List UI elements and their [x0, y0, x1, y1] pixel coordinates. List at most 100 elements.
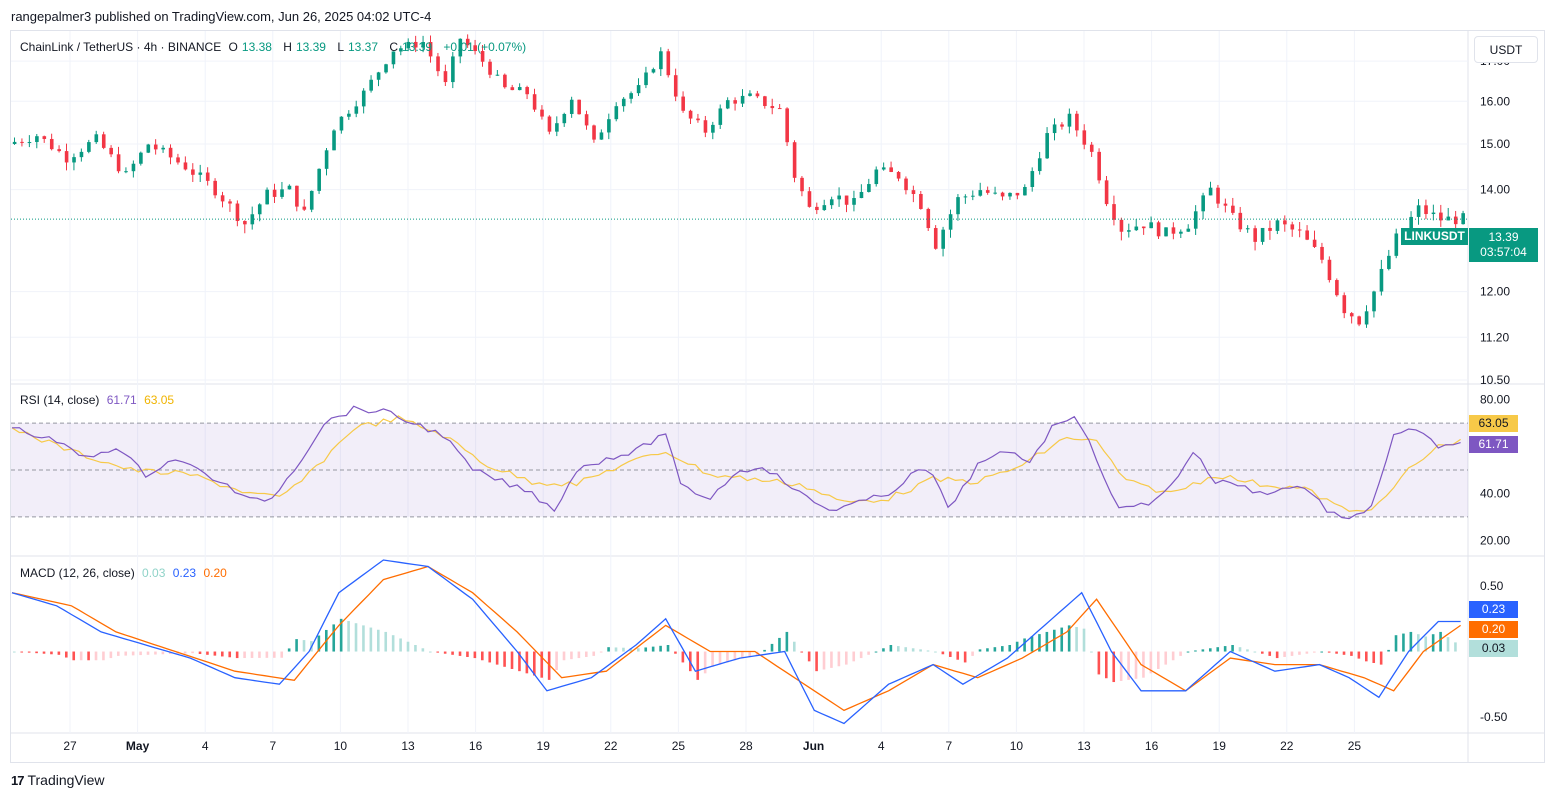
- macd-histogram-bar: [1350, 651, 1353, 656]
- candle-up: [555, 123, 559, 132]
- macd-histogram-bar: [659, 645, 662, 652]
- candle-up: [599, 132, 604, 140]
- price-tick-label: 10.50: [1480, 373, 1510, 387]
- macd-histogram-bar: [577, 651, 581, 659]
- macd-histogram-bar: [993, 647, 997, 652]
- rsi-label[interactable]: RSI (14, close): [20, 393, 100, 407]
- rsi-ma-tag: 63.05: [1469, 415, 1518, 432]
- candle-down: [681, 96, 685, 111]
- macd-histogram-bar: [258, 651, 261, 658]
- chart-frame[interactable]: [10, 30, 1545, 763]
- macd-histogram-bar: [1454, 642, 1457, 652]
- candle-up: [1409, 216, 1413, 229]
- rsi-legend[interactable]: RSI (14, close) 61.71 63.05: [20, 393, 178, 407]
- symbol-name[interactable]: ChainLink / TetherUS · 4h · BINANCE: [20, 40, 222, 54]
- macd-histogram-bar: [1038, 634, 1041, 652]
- candle-down: [770, 106, 775, 109]
- candle-down: [525, 87, 529, 95]
- candle-up: [317, 168, 321, 191]
- macd-histogram-bar: [897, 646, 900, 652]
- time-tick-label: 4: [878, 739, 885, 753]
- price-tick-label: 11.20: [1480, 330, 1509, 344]
- macd-histogram-bar: [533, 651, 536, 676]
- macd-histogram-bar: [859, 651, 863, 659]
- macd-histogram-bar: [949, 651, 952, 657]
- macd-histogram-bar: [481, 651, 484, 661]
- candle-up: [309, 190, 314, 210]
- candle-up: [376, 72, 381, 80]
- candle-up: [94, 134, 99, 143]
- macd-histogram-bar: [273, 651, 276, 658]
- candle-up: [250, 214, 255, 225]
- macd-label[interactable]: MACD (12, 26, close): [20, 566, 135, 580]
- macd-histogram-bar: [793, 641, 796, 652]
- candle-up: [87, 142, 91, 152]
- candle-up: [1379, 268, 1384, 292]
- macd-histogram-bar: [800, 651, 804, 653]
- rsi-ma-value: 63.05: [144, 393, 175, 407]
- candle-down: [20, 141, 24, 143]
- candle-down: [1290, 224, 1295, 230]
- time-tick-label: 28: [739, 739, 753, 753]
- symbol-legend[interactable]: ChainLink / TetherUS · 4h · BINANCE O 13.…: [20, 40, 530, 54]
- publisher-line: rangepalmer3 published on TradingView.co…: [11, 9, 432, 24]
- macd-tick-label: -0.50: [1480, 710, 1508, 724]
- macd-histogram-bar: [1186, 651, 1190, 653]
- macd-signal-line: [11, 565, 1461, 712]
- candle-down: [1453, 216, 1458, 225]
- candle-down: [480, 51, 485, 62]
- candle-up: [1201, 195, 1205, 212]
- candle-up: [651, 69, 656, 73]
- macd-histogram-bar: [1402, 633, 1405, 652]
- macd-histogram-bar: [703, 651, 707, 674]
- price-tick-label: 12.00: [1480, 285, 1510, 299]
- candle-down: [116, 154, 121, 172]
- candle-down: [153, 144, 158, 150]
- macd-histogram-bar: [206, 651, 209, 655]
- macd-histogram-bar: [406, 641, 410, 652]
- candle-down: [205, 172, 210, 181]
- candle-up: [399, 48, 403, 52]
- macd-legend[interactable]: MACD (12, 26, close) 0.03 0.23 0.20: [20, 566, 231, 580]
- candle-up: [27, 142, 32, 144]
- candle-down: [413, 41, 418, 48]
- macd-histogram-bar: [1253, 651, 1257, 653]
- macd-histogram-bar: [65, 651, 68, 658]
- candle-up: [829, 199, 834, 206]
- candle-up: [659, 51, 663, 70]
- candle-up: [1149, 222, 1153, 229]
- macd-histogram-bar: [830, 651, 833, 668]
- rsi-tick-label: 20.00: [1480, 533, 1510, 547]
- macd-histogram-bar: [1119, 651, 1123, 681]
- candle-up: [1186, 228, 1191, 232]
- macd-histogram-bar: [1327, 651, 1331, 653]
- candle-down: [176, 157, 180, 163]
- macd-histogram-bar: [221, 651, 224, 657]
- candle-down: [1223, 203, 1228, 206]
- candle-down: [109, 147, 113, 155]
- candle-up: [971, 195, 975, 197]
- macd-histogram-bar: [874, 651, 878, 653]
- macd-histogram-bar: [57, 651, 61, 655]
- tradingview-brand[interactable]: 17 TradingView: [11, 772, 105, 788]
- candle-down: [302, 206, 307, 210]
- macd-histogram-bar: [622, 647, 625, 652]
- macd-histogram-bar: [1134, 651, 1138, 679]
- macd-histogram-bar: [362, 625, 365, 652]
- macd-histogram-bar: [87, 651, 90, 661]
- macd-histogram-bar: [882, 648, 885, 652]
- macd-histogram-bar: [72, 651, 76, 661]
- macd-histogram-bar: [525, 651, 529, 674]
- macd-histogram-bar: [250, 651, 254, 658]
- currency-button[interactable]: USDT: [1474, 36, 1538, 63]
- candle-down: [733, 100, 737, 104]
- candle-down: [243, 221, 247, 225]
- macd-histogram-bar: [1082, 628, 1086, 652]
- macd-histogram-bar: [696, 651, 700, 680]
- candle-up: [1387, 255, 1391, 269]
- candle-up: [35, 136, 39, 143]
- macd-histogram-bar: [562, 651, 566, 661]
- macd-histogram-bar: [131, 651, 135, 656]
- candle-up: [1023, 186, 1027, 196]
